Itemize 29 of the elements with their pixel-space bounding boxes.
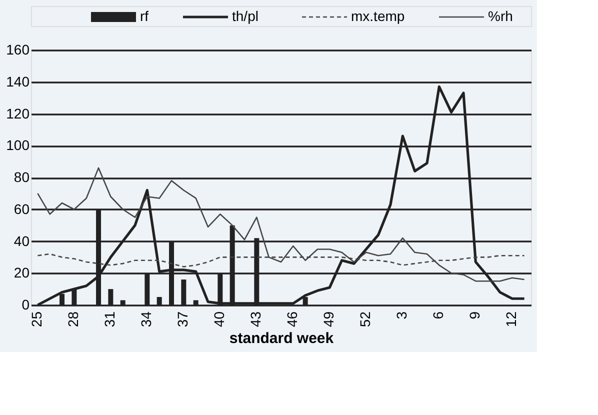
x-tick-label: 37 [174, 311, 191, 328]
legend-label: th/pl [232, 8, 258, 24]
x-tick-label: 12 [503, 311, 520, 328]
y-tick-label: 160 [6, 42, 30, 58]
y-tick-label: 20 [14, 264, 30, 281]
x-tick-label: 34 [138, 311, 154, 328]
y-tick-label: 100 [6, 137, 30, 154]
legend-label: %rh [488, 8, 513, 24]
line-series [37, 167, 525, 282]
y-tick-label: 140 [6, 73, 30, 90]
y-tick-label: 80 [14, 169, 30, 185]
y-tick-label: 0 [22, 296, 30, 312]
x-tick-label: 3 [394, 311, 410, 320]
x-tick-label: 28 [65, 311, 82, 328]
y-tick-label: 60 [14, 200, 30, 217]
x-tick-label: 9 [466, 311, 483, 320]
x-axis-title: standard week [229, 330, 334, 348]
legend-label: rf [140, 8, 149, 24]
x-tick-label: 6 [430, 311, 446, 320]
x-tick-label: 25 [28, 311, 45, 328]
x-tick-label: 46 [284, 311, 300, 328]
y-tick-label: 40 [14, 232, 30, 249]
x-tick-label: 43 [248, 311, 264, 328]
x-tick-label: 31 [102, 311, 118, 328]
x-tick-label: 52 [357, 311, 374, 328]
legend-label: mx.temp [351, 8, 405, 24]
y-tick-label: 120 [6, 105, 30, 122]
x-tick-label: 40 [211, 311, 228, 328]
x-tick-label: 49 [320, 311, 337, 328]
